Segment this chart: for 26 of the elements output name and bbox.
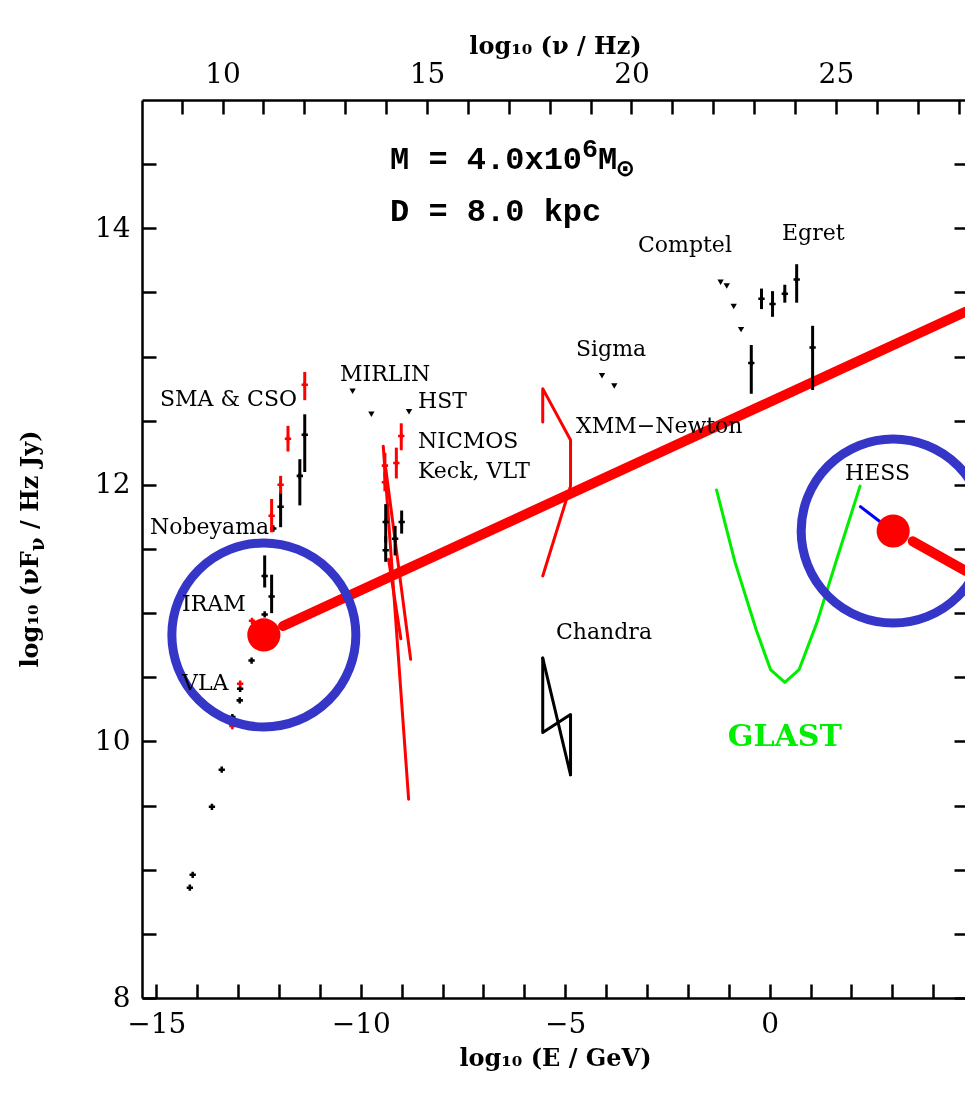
annotation: Comptel	[638, 231, 732, 257]
x2-axis-title: log₁₀ (ν / Hz)	[469, 30, 642, 60]
annotation: HESS	[845, 459, 911, 485]
annotation: Chandra	[556, 618, 653, 644]
x-tick-label: −5	[545, 1006, 587, 1040]
x2-tick-label: 25	[818, 56, 855, 90]
annotation: Sigma	[576, 335, 647, 361]
annotation: NICMOS	[418, 427, 519, 453]
x2-tick-label: 15	[409, 56, 446, 90]
annotation: Egret	[782, 219, 845, 245]
y-tick-label: 10	[94, 723, 131, 757]
y-tick-label: 14	[94, 210, 131, 244]
annotation: MIRLIN	[340, 360, 431, 386]
series-label: GLAST	[727, 718, 843, 754]
annotation: D = 8.0 kpc	[390, 193, 602, 231]
x-axis-title: log₁₀ (E / GeV)	[459, 1042, 652, 1072]
annotation: Nobeyama	[150, 513, 270, 539]
annotation: HST	[418, 387, 467, 413]
x-tick-label: 0	[761, 1006, 780, 1040]
annotation: SMA & CSO	[160, 385, 297, 411]
annotation: M = 4.0x10$^{6}$M$_{⊙}$	[390, 135, 634, 185]
annotation: Keck, VLT	[418, 457, 530, 483]
x-tick-label: −10	[331, 1006, 391, 1040]
y-tick-label: 12	[94, 467, 131, 501]
x2-tick-label: 10	[205, 56, 241, 90]
annotation: IRAM	[182, 590, 246, 616]
